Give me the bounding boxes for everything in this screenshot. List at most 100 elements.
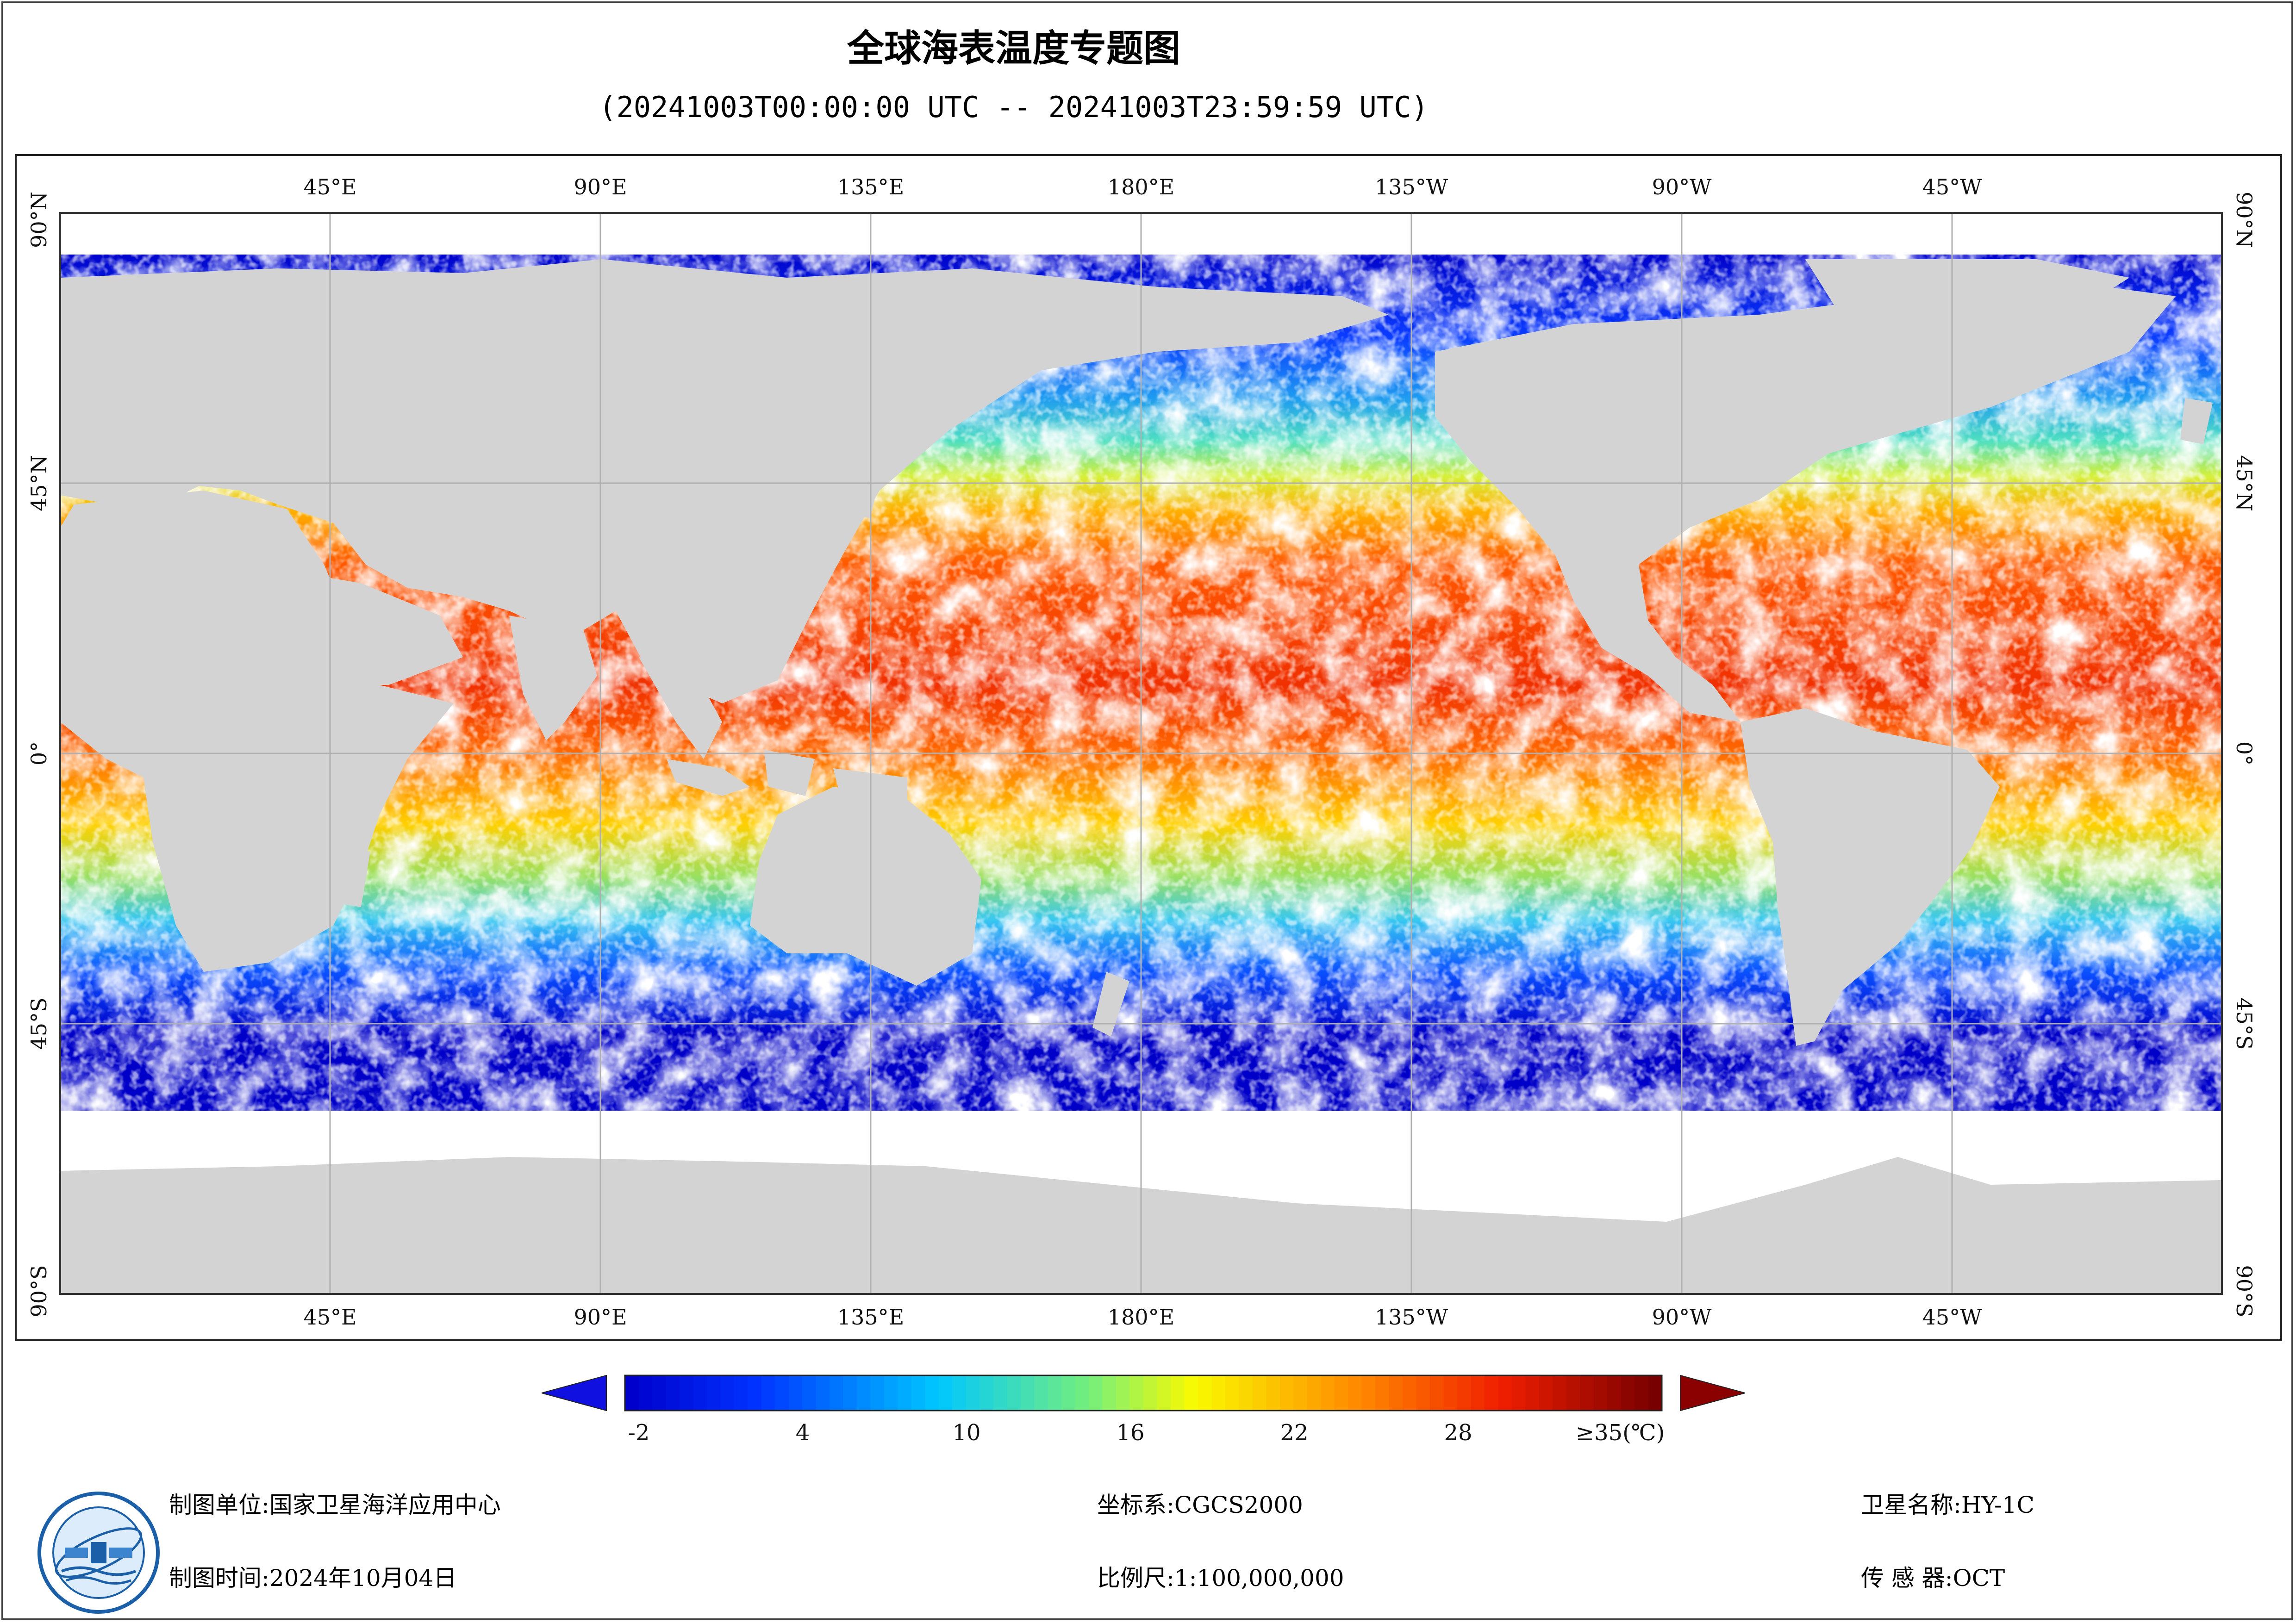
- colorbar-cell: [625, 1375, 639, 1411]
- colorbar-cell: [802, 1375, 817, 1411]
- production-time-info: 制图时间:2024年10月04日: [169, 1565, 457, 1592]
- lat-label-left: 90°N: [26, 192, 51, 248]
- colorbar-cell: [1075, 1375, 1089, 1411]
- lat-label-right: 0°: [2232, 741, 2257, 765]
- colorbar-tick: 22: [1280, 1420, 1308, 1446]
- colorbar-cell: [666, 1375, 680, 1411]
- colorbar-cell: [952, 1375, 967, 1411]
- graticule: [60, 213, 2222, 1294]
- colorbar-cell: [1129, 1375, 1144, 1411]
- colorbar-tick: -2: [628, 1420, 650, 1446]
- time-range-subtitle: (20241003T00:00:00 UTC -- 20241003T23:59…: [599, 90, 1429, 124]
- colorbar-cell: [1307, 1375, 1321, 1411]
- map-title: 全球海表温度专题图: [847, 27, 1180, 70]
- lon-label-top: 135°W: [1375, 174, 1448, 199]
- colorbar-cell: [706, 1375, 721, 1411]
- colorbar-cell: [1403, 1375, 1417, 1411]
- colorbar-cell: [1239, 1375, 1253, 1411]
- colorbar-cell: [1321, 1375, 1335, 1411]
- colorbar-cell: [830, 1375, 844, 1411]
- colorbar-cell: [693, 1375, 707, 1411]
- colorbar-cell: [1334, 1375, 1348, 1411]
- colorbar-cell: [857, 1375, 871, 1411]
- colorbar-cell: [1211, 1375, 1226, 1411]
- colorbar-cell: [1034, 1375, 1048, 1411]
- colorbar-cell: [1484, 1375, 1498, 1411]
- colorbar-cell: [1375, 1375, 1390, 1411]
- colorbar-cell: [1225, 1375, 1239, 1411]
- colorbar-cell: [925, 1375, 939, 1411]
- colorbar-cell: [679, 1375, 693, 1411]
- colorbar-cell: [1635, 1375, 1649, 1411]
- colorbar-cell: [1361, 1375, 1376, 1411]
- colorbar-cell: [1648, 1375, 1662, 1411]
- colorbar-cell: [788, 1375, 803, 1411]
- colorbar-cell: [1471, 1375, 1485, 1411]
- colorbar-cell: [1061, 1375, 1076, 1411]
- colorbar-cell: [1020, 1375, 1035, 1411]
- colorbar-cell: [1184, 1375, 1198, 1411]
- lon-label-bottom: 90°E: [574, 1305, 627, 1330]
- colorbar-cell: [966, 1375, 980, 1411]
- colorbar-cell: [734, 1375, 748, 1411]
- satellite-info: 卫星名称:HY-1C: [1861, 1492, 2034, 1518]
- colorbar-cell: [1498, 1375, 1512, 1411]
- plot-border: [59, 212, 2223, 1295]
- colorbar-cell: [1443, 1375, 1458, 1411]
- colorbar-cell: [993, 1375, 1007, 1411]
- colorbar-cell: [1553, 1375, 1567, 1411]
- lon-label-top: 45°W: [1922, 174, 1983, 199]
- lon-label-top: 45°E: [303, 174, 356, 199]
- colorbar-cell: [816, 1375, 830, 1411]
- lon-label-top: 90°E: [574, 174, 627, 199]
- lon-label-bottom: 135°E: [837, 1305, 904, 1330]
- colorbar-cell: [1593, 1375, 1608, 1411]
- colorbar-cell: [1457, 1375, 1471, 1411]
- colorbar-cell: [1279, 1375, 1294, 1411]
- colorbar-cell: [1511, 1375, 1526, 1411]
- colorbar-cell: [1389, 1375, 1403, 1411]
- colorbar-cell: [1525, 1375, 1540, 1411]
- colorbar-cell: [775, 1375, 789, 1411]
- colorbar-tick: 28: [1444, 1420, 1472, 1446]
- colorbar-tick: 16: [1116, 1420, 1144, 1446]
- lat-label-right: 90°S: [2232, 1265, 2257, 1317]
- colorbar-cell: [720, 1375, 735, 1411]
- colorbar-cell: [911, 1375, 926, 1411]
- lon-label-top: 135°E: [837, 174, 904, 199]
- lat-label-right: 45°N: [2232, 455, 2257, 511]
- colorbar-cell: [1580, 1375, 1594, 1411]
- colorbar-cell: [1007, 1375, 1021, 1411]
- colorbar-cell: [884, 1375, 898, 1411]
- colorbar-cell: [748, 1375, 762, 1411]
- colorbar-cell: [1621, 1375, 1635, 1411]
- colorbar-cell: [1293, 1375, 1308, 1411]
- colorbar-over-arrow: [1680, 1374, 1745, 1412]
- colorbar-cell: [1116, 1375, 1130, 1411]
- colorbar-cell: [1048, 1375, 1062, 1411]
- lat-label-left: 45°N: [26, 455, 51, 511]
- sst-map[interactable]: 45°E 90°E 135°E 180°E 135°W 90°W 45°W 45…: [0, 0, 2296, 1342]
- sensor-info: 传 感 器:OCT: [1861, 1565, 2005, 1592]
- scale-info: 比例尺:1:100,000,000: [1097, 1565, 1344, 1592]
- colorbar-cell: [1089, 1375, 1103, 1411]
- lat-label-left: 45°S: [26, 997, 51, 1050]
- colorbar-cells: [625, 1375, 1662, 1411]
- colorbar-cell: [1266, 1375, 1280, 1411]
- lat-label-left: 0°: [26, 741, 51, 765]
- colorbar-cell: [1348, 1375, 1362, 1411]
- colorbar-cell: [1539, 1375, 1553, 1411]
- nsoas-logo-icon: [37, 1492, 160, 1614]
- colorbar-cell: [1416, 1375, 1430, 1411]
- colorbar: -2 4 10 16 22 28 ≥35(℃): [542, 1374, 1745, 1446]
- colorbar-cell: [843, 1375, 857, 1411]
- lon-label-bottom: 135°W: [1375, 1305, 1448, 1330]
- colorbar-cell: [638, 1375, 653, 1411]
- colorbar-cell: [1198, 1375, 1212, 1411]
- colorbar-cell: [1170, 1375, 1185, 1411]
- colorbar-tick: 10: [952, 1420, 980, 1446]
- colorbar-cell: [1607, 1375, 1622, 1411]
- colorbar-cell: [1566, 1375, 1580, 1411]
- colorbar-cell: [870, 1375, 885, 1411]
